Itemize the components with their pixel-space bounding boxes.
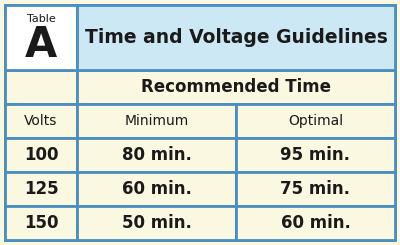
FancyBboxPatch shape (77, 70, 395, 104)
FancyBboxPatch shape (77, 138, 236, 172)
FancyBboxPatch shape (77, 206, 236, 240)
Text: 60 min.: 60 min. (280, 214, 350, 232)
FancyBboxPatch shape (236, 172, 395, 206)
Text: 95 min.: 95 min. (280, 146, 350, 164)
Text: 50 min.: 50 min. (122, 214, 192, 232)
FancyBboxPatch shape (77, 5, 395, 70)
Text: Table: Table (27, 14, 55, 24)
FancyBboxPatch shape (5, 138, 77, 172)
FancyBboxPatch shape (5, 104, 77, 138)
FancyBboxPatch shape (236, 206, 395, 240)
Text: 75 min.: 75 min. (280, 180, 350, 198)
FancyBboxPatch shape (5, 70, 77, 104)
Text: Minimum: Minimum (124, 114, 189, 128)
Text: Time and Voltage Guidelines: Time and Voltage Guidelines (84, 28, 388, 47)
Text: Recommended Time: Recommended Time (141, 78, 331, 96)
FancyBboxPatch shape (5, 5, 395, 240)
Text: 80 min.: 80 min. (122, 146, 192, 164)
FancyBboxPatch shape (5, 172, 77, 206)
Text: 125: 125 (24, 180, 58, 198)
FancyBboxPatch shape (77, 172, 236, 206)
Text: 150: 150 (24, 214, 58, 232)
Text: Optimal: Optimal (288, 114, 343, 128)
FancyBboxPatch shape (77, 104, 236, 138)
Text: Volts: Volts (24, 114, 58, 128)
FancyBboxPatch shape (236, 104, 395, 138)
FancyBboxPatch shape (5, 206, 77, 240)
Text: 100: 100 (24, 146, 58, 164)
FancyBboxPatch shape (5, 5, 77, 70)
Text: A: A (25, 24, 57, 66)
FancyBboxPatch shape (236, 138, 395, 172)
Text: 60 min.: 60 min. (122, 180, 192, 198)
